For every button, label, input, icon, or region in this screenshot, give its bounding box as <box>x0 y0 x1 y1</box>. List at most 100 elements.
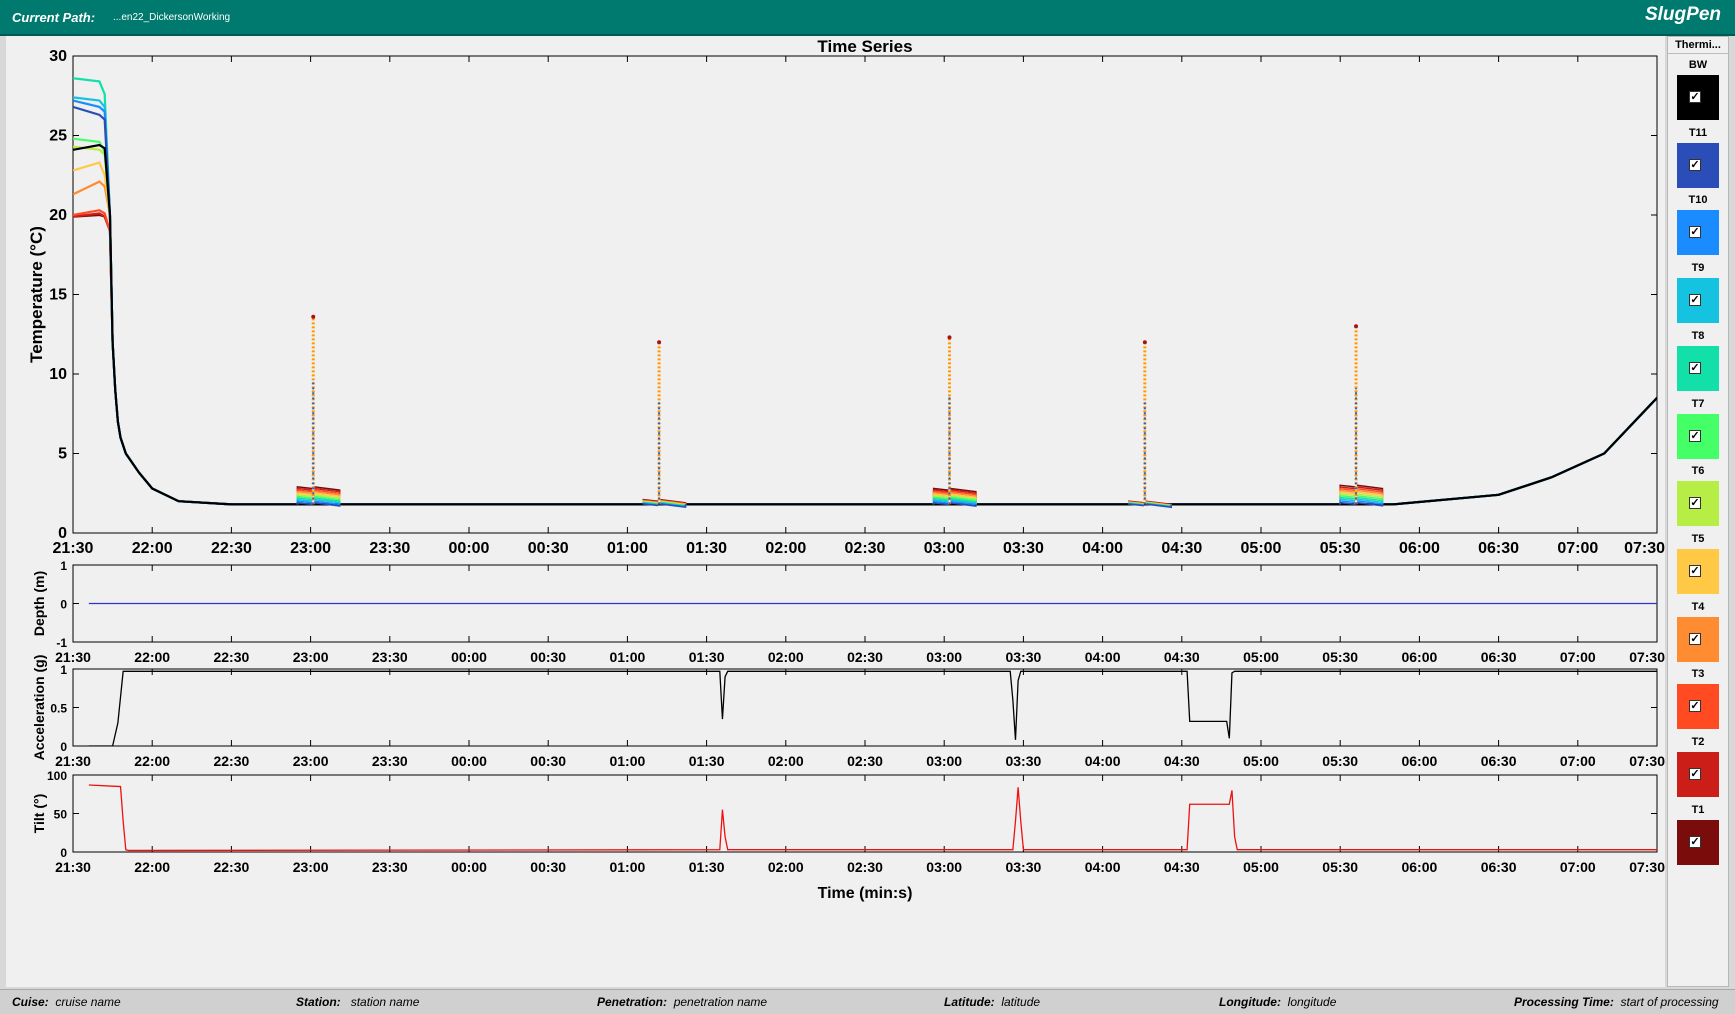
thermistor-swatch-t2[interactable]: ✓ <box>1677 752 1719 797</box>
acceleration-xtick-label: 03:00 <box>926 753 962 769</box>
depth-xtick-label: 07:00 <box>1560 649 1596 665</box>
x-axis-label: Time (min:s) <box>818 885 913 902</box>
acceleration-axes: 0 0.5 1 21:30 22:00 22:30 23:00 23:30 00:00 00:30… <box>31 655 1665 769</box>
temperature-xtick-label: 22:00 <box>132 540 173 557</box>
tilt-xtick-label: 02:00 <box>768 859 804 875</box>
thermistor-panel: Thermi... BW ✓ T11 ✓ T10 ✓ T9 ✓ T8 ✓ T7 ✓ T6 ✓ T5 ✓ T4 ✓ T… <box>1667 36 1729 987</box>
thermistor-swatch-t7[interactable]: ✓ <box>1677 413 1719 459</box>
thermistor-checkbox-t9[interactable]: ✓ <box>1689 294 1701 307</box>
depth-xtick-label: 06:30 <box>1481 649 1517 665</box>
cruise-field: Cuise: cruise name <box>12 995 121 1009</box>
penetration-step-2 <box>642 503 659 507</box>
tilt-xtick-label: 04:00 <box>1085 859 1121 875</box>
acceleration-xtick-label: 04:00 <box>1085 753 1121 769</box>
plot-panel: 0 5 10 15 20 25 30 21:30 22:00 22:30 23:00 23:30 00:… <box>6 36 1665 987</box>
thermistor-checkbox-t10[interactable]: ✓ <box>1689 226 1701 239</box>
thermistor-checkbox-t5[interactable]: ✓ <box>1689 564 1701 577</box>
latitude-field: Latitude: latitude <box>944 995 1041 1009</box>
penetration-spike-peak-5 <box>1354 324 1359 329</box>
tilt-xtick-label: 06:00 <box>1401 859 1437 875</box>
thermistor-swatch-t1[interactable]: ✓ <box>1677 819 1719 865</box>
thermistor-checkbox-t1[interactable]: ✓ <box>1689 835 1701 848</box>
penetration-step-5 <box>1339 501 1356 505</box>
penetration-decay-1 <box>314 500 340 506</box>
thermistor-checkbox-t4[interactable]: ✓ <box>1689 632 1701 645</box>
penetration-step-4 <box>1128 503 1144 507</box>
temperature-xtick-label: 06:00 <box>1399 540 1440 557</box>
penetration-decay-5 <box>1356 501 1384 507</box>
thermistor-checkbox-t2[interactable]: ✓ <box>1689 768 1701 780</box>
thermistor-label-t4: T4 <box>1691 600 1705 613</box>
temperature-ytick-label: 10 <box>49 366 67 383</box>
tilt-line <box>88 784 1657 852</box>
depth-xtick-label: 02:00 <box>768 649 804 665</box>
tilt-ytick-label: 100 <box>47 769 67 783</box>
tilt-xtick-label: 23:00 <box>293 859 329 875</box>
app-name: SlugPen <box>1644 4 1721 25</box>
temperature-xtick-label: 04:00 <box>1082 540 1123 557</box>
thermistor-checkbox-t7[interactable]: ✓ <box>1689 429 1701 442</box>
current-path-value: ...en22_DickersonWorking <box>113 12 231 23</box>
thermistor-label-bw: BW <box>1688 59 1708 71</box>
temperature-xtick-label: 03:00 <box>924 540 965 557</box>
thermistor-checkbox-t6[interactable]: ✓ <box>1689 497 1701 510</box>
temperature-xtick-label: 23:00 <box>290 540 331 557</box>
acceleration-xtick-label: 02:30 <box>847 753 883 769</box>
acceleration-xtick-label: 04:30 <box>1164 753 1200 769</box>
acceleration-xtick-label: 05:00 <box>1243 753 1279 769</box>
temperature-xtick-label: 01:30 <box>686 540 727 557</box>
thermistor-checkbox-t11[interactable]: ✓ <box>1689 158 1701 171</box>
thermistor-swatch-t8[interactable]: ✓ <box>1677 345 1719 391</box>
thermistor-checkbox-t8[interactable]: ✓ <box>1689 361 1701 374</box>
depth-xtick-label: 05:00 <box>1243 649 1279 665</box>
depth-ylabel: Depth (m) <box>31 571 47 636</box>
thermistor-label-t6: T6 <box>1691 465 1705 478</box>
depth-xtick-label: 03:00 <box>926 649 962 665</box>
depth-xtick-label: 04:30 <box>1164 649 1200 665</box>
thermistor-label-t2: T2 <box>1691 736 1705 748</box>
thermistor-swatch-t9[interactable]: ✓ <box>1677 278 1719 324</box>
acceleration-ytick-label: 0 <box>60 740 67 754</box>
temperature-xtick-label: 05:00 <box>1241 540 1282 557</box>
penetration-spike-peak-1 <box>311 314 316 319</box>
temperature-ytick-label: 30 <box>49 48 67 65</box>
temperature-axes: 0 5 10 15 20 25 30 21:30 22:00 22:30 23:00 23:30 00:… <box>27 37 1665 557</box>
depth-xtick-label: 23:00 <box>293 649 329 665</box>
thermistor-swatch-bw[interactable]: ✓ <box>1677 75 1719 120</box>
penetration-decay-2 <box>659 503 687 508</box>
tilt-xtick-label: 01:30 <box>689 859 725 875</box>
acceleration-ytick-label: 1 <box>60 663 67 677</box>
tilt-xtick-label: 00:30 <box>530 859 566 875</box>
temperature-xtick-label: 07:00 <box>1557 540 1598 557</box>
acceleration-xtick-label: 05:30 <box>1322 753 1358 769</box>
thermistor-label-t1: T1 <box>1691 803 1705 816</box>
thermistor-swatch-t4[interactable]: ✓ <box>1677 616 1719 662</box>
chart-title: Time Series <box>817 37 912 56</box>
penetration-spike-peak-3 <box>947 335 952 340</box>
tilt-xtick-label: 01:00 <box>609 859 645 875</box>
depth-xtick-label: 23:30 <box>372 649 408 665</box>
acceleration-xtick-label: 22:30 <box>213 753 249 769</box>
depth-xtick-label: 07:30 <box>1629 649 1665 665</box>
thermistor-swatch-t3[interactable]: ✓ <box>1677 684 1719 730</box>
temperature-ytick-label: 20 <box>49 207 67 224</box>
current-path-label: Current Path: <box>12 10 96 25</box>
depth-xtick-label: 00:30 <box>530 649 566 665</box>
temperature-xtick-label: 03:30 <box>1003 540 1044 557</box>
thermistor-swatch-t6[interactable]: ✓ <box>1677 481 1719 527</box>
thermistor-checkbox-t3[interactable]: ✓ <box>1689 700 1701 713</box>
status-bar: Cuise: cruise name Station: station name… <box>0 989 1735 1014</box>
thermistor-label-t5: T5 <box>1691 532 1705 545</box>
temperature-xtick-label: 21:30 <box>53 540 94 557</box>
tilt-xtick-label: 23:30 <box>372 859 408 875</box>
acceleration-xtick-label: 07:30 <box>1629 753 1665 769</box>
penetration-spike-peak-4 <box>1142 340 1147 345</box>
thermistor-swatch-t10[interactable]: ✓ <box>1677 210 1719 256</box>
depth-xtick-label: 21:30 <box>55 649 91 665</box>
thermistor-checkbox-bw[interactable]: ✓ <box>1689 91 1701 103</box>
thermistor-swatch-t5[interactable]: ✓ <box>1677 548 1719 594</box>
thermistor-swatch-t11[interactable]: ✓ <box>1677 142 1719 188</box>
temperature-ytick-label: 0 <box>58 525 67 542</box>
thermistor-label-t9: T9 <box>1691 262 1705 275</box>
